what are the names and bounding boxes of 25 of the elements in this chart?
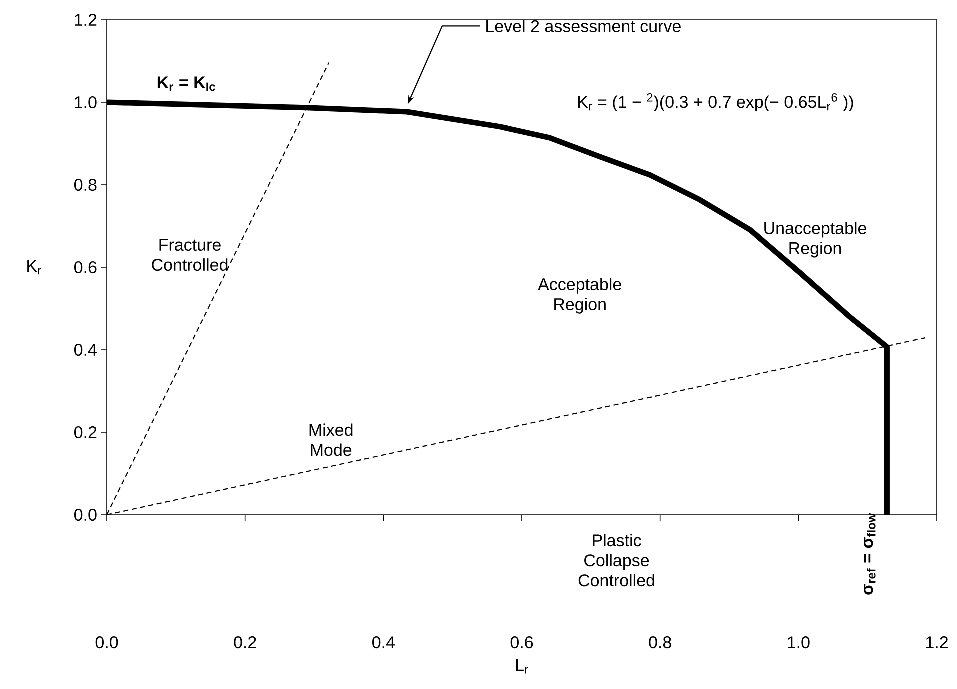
annotation: K$_{r}$ = K$_{Ic}$ [158, 76, 216, 92]
y-tick-label: 0.6 [74, 261, 97, 274]
x-tick-label: 0.4 [372, 636, 395, 649]
y-tick-label: 0.0 [74, 508, 97, 522]
text: Plastic Collapse Controlled [578, 534, 654, 587]
y-tick-label: 0.2 [74, 426, 97, 439]
x-tick-label: 1.2 [926, 636, 948, 648]
annotation: K$_{r}$ = (1 − $^{2}$)(0.3 + 0.7 exp(− 0.65L$_{r}$$^{6}$ )) [578, 93, 854, 112]
x-tick-label: 0.0 [96, 636, 118, 649]
x-tick-label: 0.8 [649, 636, 672, 649]
y-tick-label: 1.0 [75, 96, 97, 109]
x-axis-title: L$_{r}$ [516, 659, 528, 674]
y-axis-title: K$_{r}$ [28, 260, 42, 275]
annotation: Level 2 assessment curve [486, 20, 681, 32]
annotation: Acceptable Region [538, 278, 622, 314]
x-tick-label: 0.6 [510, 636, 534, 649]
y-tick-label: 1.2 [75, 14, 97, 26]
x-tick-label: 0.2 [234, 636, 256, 649]
annotation: Mixed Mode [310, 424, 353, 456]
annotation: Unacceptable Region [764, 222, 866, 258]
annotation: Fracture Controlled [152, 239, 228, 272]
y-tick-label: 0.4 [74, 344, 97, 356]
y-tick-label: 0.8 [74, 178, 97, 192]
x-tick-label: 1.0 [788, 636, 810, 649]
annotation: σ$_{ref}$ = σ$_{flow}$ [864, 513, 876, 595]
